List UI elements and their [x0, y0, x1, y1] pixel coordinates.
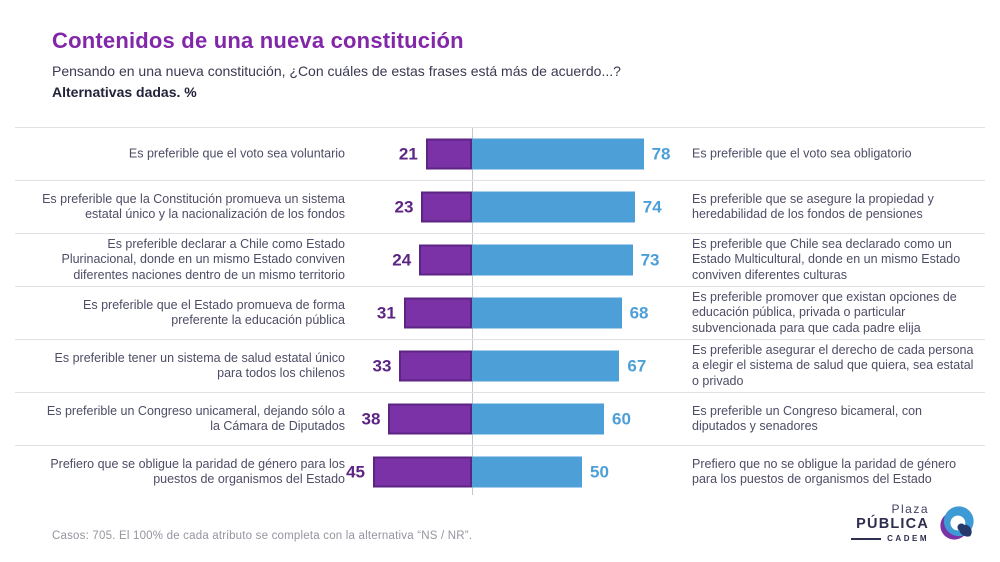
bar-right	[472, 138, 644, 170]
row-label-right: Es preferible un Congreso bicameral, con…	[692, 403, 922, 433]
page-title: Contenidos de una nueva constitución	[52, 28, 464, 53]
chart-rows: Es preferible que el voto sea voluntario…	[15, 127, 985, 498]
bar-right	[472, 191, 635, 223]
chart-row: Prefiero que se obligue la paridad de gé…	[15, 445, 985, 498]
bar-right	[472, 350, 620, 382]
row-label-left: Prefiero que se obligue la paridad de gé…	[50, 456, 345, 486]
row-label-right: Prefiero que no se obligue la paridad de…	[692, 456, 957, 486]
row-left-group: 45	[346, 456, 472, 488]
row-left-group: 23	[394, 191, 472, 223]
survey-question-note: Alternativas dadas. %	[52, 84, 197, 100]
bar-right	[472, 244, 633, 276]
row-label-left: Es preferible que el voto sea voluntario	[128, 146, 345, 161]
row-right-group: 60	[472, 403, 631, 435]
chart-row: Es preferible que el Estado promueva de …	[15, 286, 985, 339]
row-value-left: 23	[394, 197, 414, 216]
footnote: Casos: 705. El 100% de cada atributo se …	[52, 530, 473, 542]
row-left-group: 24	[392, 244, 472, 276]
row-value-right: 73	[640, 250, 660, 269]
row-value-left: 38	[361, 409, 381, 428]
brand-logo: Plaza PÚBLICA CADEM	[851, 502, 978, 544]
row-label-left: Es preferible que el Estado promueva de …	[83, 297, 345, 327]
bar-left	[399, 350, 472, 382]
chart-row: Es preferible que el voto sea voluntario…	[15, 127, 985, 180]
row-value-right: 67	[627, 356, 647, 375]
row-label-left: Es preferible declarar a Chile como Esta…	[61, 237, 345, 282]
row-left-group: 31	[376, 297, 472, 329]
chart-row: Es preferible declarar a Chile como Esta…	[15, 233, 985, 286]
row-left-group: 38	[361, 403, 472, 435]
bar-right	[472, 403, 604, 435]
row-value-right: 78	[651, 144, 671, 163]
bar-left	[421, 191, 472, 223]
row-value-left: 24	[392, 250, 412, 269]
chart-row: Es preferible que la Constitución promue…	[15, 180, 985, 233]
brand-logo-text: Plaza PÚBLICA CADEM	[851, 503, 929, 543]
row-value-right: 60	[612, 409, 631, 428]
row-label-right: Es preferible que Chile sea declarado co…	[692, 237, 961, 282]
chart-row: Es preferible un Congreso unicameral, de…	[15, 392, 985, 445]
logo-cadem-label: CADEM	[887, 533, 929, 543]
row-label-left: Es preferible tener un sistema de salud …	[54, 350, 345, 380]
row-right-group: 67	[472, 350, 647, 382]
row-label-right: Es preferible promover que existan opcio…	[692, 290, 957, 335]
bar-left	[425, 138, 472, 170]
row-label-right: Es preferible que el voto sea obligatori…	[692, 146, 912, 161]
row-label-left: Es preferible que la Constitución promue…	[42, 191, 345, 221]
logo-plaza-label: Plaza	[891, 502, 929, 517]
row-value-right: 68	[629, 303, 649, 322]
row-right-group: 68	[472, 297, 649, 329]
bar-left	[403, 297, 472, 329]
chart-row: Es preferible tener un sistema de salud …	[15, 339, 985, 392]
row-label-left: Es preferible un Congreso unicameral, de…	[46, 403, 345, 433]
bar-left	[388, 403, 472, 435]
row-value-left: 31	[376, 303, 396, 322]
row-right-group: 50	[472, 456, 609, 488]
bar-left	[373, 456, 472, 488]
row-right-group: 74	[472, 191, 662, 223]
bar-right	[472, 297, 622, 329]
row-value-right: 74	[642, 197, 662, 216]
row-value-right: 50	[590, 462, 609, 481]
row-value-left: 21	[398, 144, 418, 163]
row-label-right: Es preferible asegurar el derecho de cad…	[692, 343, 974, 388]
bar-right	[472, 456, 582, 488]
row-label-right: Es preferible que se asegure la propieda…	[692, 191, 934, 221]
row-right-group: 73	[472, 244, 660, 276]
header: Contenidos de una nueva constitución Pen…	[52, 28, 960, 100]
bar-left	[419, 244, 472, 276]
row-left-group: 33	[372, 350, 472, 382]
logo-rule	[851, 537, 882, 540]
survey-question: Pensando en una nueva constitución, ¿Con…	[52, 63, 621, 79]
row-left-group: 21	[398, 138, 472, 170]
row-value-left: 45	[346, 462, 365, 481]
logo-publica-label: PÚBLICA	[856, 516, 929, 533]
row-right-group: 78	[472, 138, 671, 170]
row-value-left: 33	[372, 356, 392, 375]
diverging-bar-chart: Es preferible que el voto sea voluntario…	[15, 127, 985, 498]
plaza-publica-cadem-icon	[940, 506, 974, 540]
